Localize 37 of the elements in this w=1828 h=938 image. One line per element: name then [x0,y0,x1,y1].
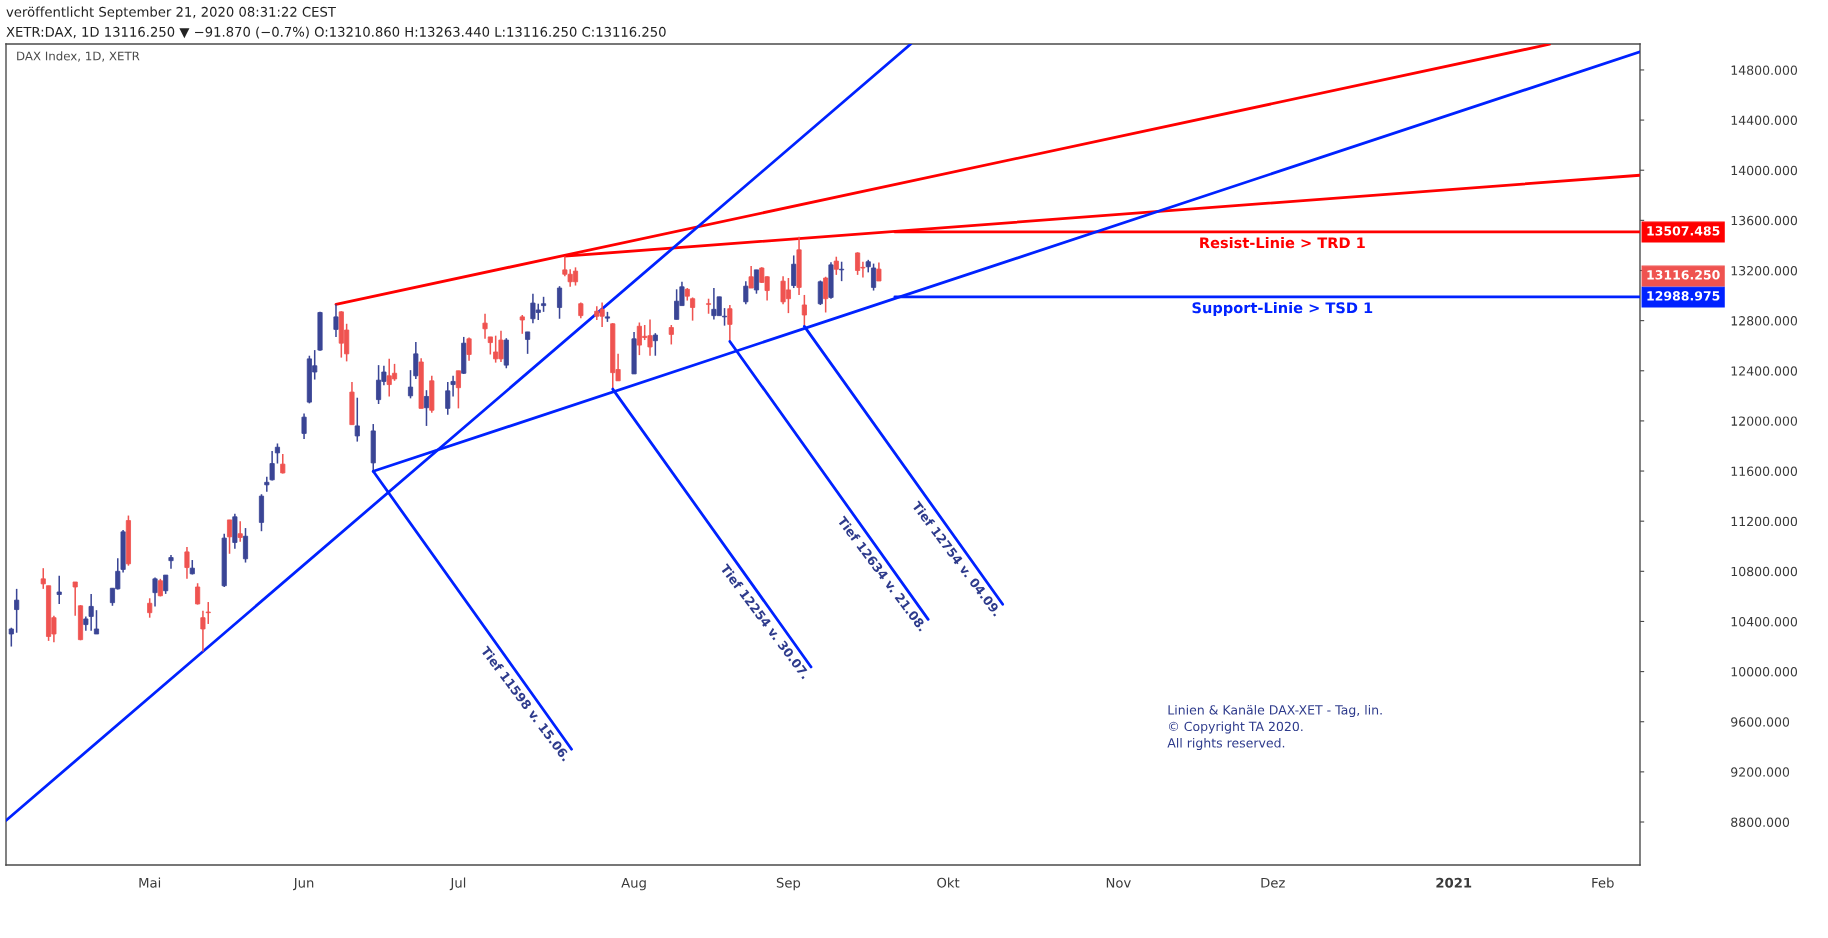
y-tick-label: 8800.000 [1731,817,1790,827]
y-tick-label: 13200.000 [1731,265,1798,276]
y-tick-label: 11600.000 [1731,466,1798,476]
y-tick-label: 14400.000 [1731,115,1798,126]
y-tick-label: 12000.000 [1731,416,1798,426]
series-label: Resist-Linie > TRD 1 [1200,236,1365,249]
y-tick-label: 14000.000 [1731,165,1798,176]
annotation: All rights reserved. [1167,737,1285,751]
annotation: © Copyright TA 2020. [1169,721,1303,734]
y-tick-label: 12400.000 [1731,366,1798,376]
y-tick-label: 9600.000 [1731,717,1790,727]
x-tick-label: 2021 [1436,877,1472,888]
y-tick-label: 13600.000 [1731,215,1798,226]
annotation: Linien & Kanäle DAX-XET - Tag, lin. [1168,704,1382,718]
x-tick-label: Dez [1261,877,1285,888]
data-label: 12988.975 [1647,291,1720,301]
text: veröffentlicht September 21, 2020 08:31:22 CEST [6,6,336,20]
y-tick-label: 11200.000 [1731,516,1798,527]
x-tick-label: Nov [1106,877,1131,888]
x-tick-label: Mai [139,877,161,888]
y-tick-label: 14800.000 [1731,65,1798,75]
y-tick-label: 12800.000 [1731,316,1798,326]
text: DAX Index, 1D, XETR [17,51,140,62]
x-tick-label: Aug [621,877,646,891]
chart-title: XETR:DAX, 1D 13116.250 ▼ −91.870 (−0.7%) O:13210.860 H:13263.440 L:13116.250 C:13116.250 [6,26,666,39]
y-tick-label: 10000.000 [1731,667,1798,677]
x-tick-label: Jul [449,877,466,891]
x-tick-label: Okt [937,877,960,888]
y-tick-label: 10400.000 [1731,616,1798,627]
text: 13116.250 [1647,270,1720,280]
y-tick-label: 9200.000 [1731,767,1790,777]
y-tick-label: 10800.000 [1731,566,1798,577]
data-label: 13507.485 [1647,226,1720,236]
x-tick-label: Sep [776,877,801,891]
x-tick-label: Feb [1592,877,1614,888]
series-label: Support-Linie > TSD 1 [1192,301,1373,317]
x-tick-label: Jun [293,877,314,891]
